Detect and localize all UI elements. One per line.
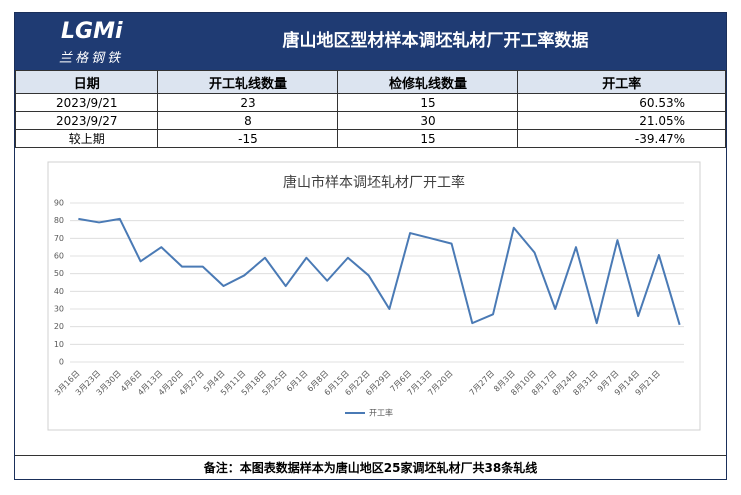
y-tick-label: 40 <box>54 287 64 296</box>
table-cell: 2023/9/21 <box>14 93 159 112</box>
y-tick-label: 20 <box>54 322 64 331</box>
table-cell: 15 <box>337 129 519 148</box>
logo-mark: LGMi <box>61 19 123 44</box>
table-row: 日期 开工轧线数量 检修轧线数量 开工率 <box>14 70 726 94</box>
chart-title: 唐山市样本调坯轧材厂开工率 <box>283 174 465 191</box>
table-cell: 检修轧线数量 <box>337 70 519 94</box>
table-cell: 开工率 <box>517 70 726 94</box>
report: LGMi 兰格钢铁 唐山地区型材样本调坯轧材厂开工率数据 日期 开工轧线数量 检修轧… <box>14 12 727 480</box>
footnote: 备注：本图表数据样本为唐山地区25家调坯轧材厂共38条轧线 <box>15 455 726 480</box>
x-tick-label: 7月27日 <box>468 369 496 397</box>
x-tick-label: 6月1日 <box>285 369 310 394</box>
y-tick-label: 90 <box>54 199 64 208</box>
data-table: 日期 开工轧线数量 检修轧线数量 开工率 2023/9/21 23 15 60.53% 2023… <box>14 70 726 148</box>
y-tick-label: 30 <box>54 305 64 314</box>
y-tick-label: 10 <box>54 340 64 349</box>
table-cell: 开工轧线数量 <box>157 70 339 94</box>
table-cell: -39.47% <box>517 129 726 148</box>
table-cell: 日期 <box>14 70 159 94</box>
header-title: 唐山地区型材样本调坯轧材厂开工率数据 <box>282 31 589 51</box>
table-row: 较上期 -15 15 -39.47% <box>14 129 726 148</box>
header: LGMi 兰格钢铁 唐山地区型材样本调坯轧材厂开工率数据 <box>15 13 726 70</box>
y-tick-label: 60 <box>54 252 64 261</box>
y-tick-label: 50 <box>54 269 64 278</box>
table-cell: 2023/9/27 <box>14 111 159 130</box>
line-series <box>78 217 681 326</box>
y-tick-label: 0 <box>59 358 64 367</box>
y-tick-label: 70 <box>54 234 64 243</box>
table-cell: 较上期 <box>14 129 159 148</box>
chart-frame <box>47 161 701 431</box>
legend-label: 开工率 <box>369 408 393 418</box>
logo-name: 兰格钢铁 <box>59 51 124 66</box>
y-tick-label: 80 <box>54 216 64 225</box>
table-row: 2023/9/27 8 30 21.05% <box>14 111 726 130</box>
table-cell: -15 <box>157 129 339 148</box>
table-cell: 21.05% <box>517 111 726 130</box>
